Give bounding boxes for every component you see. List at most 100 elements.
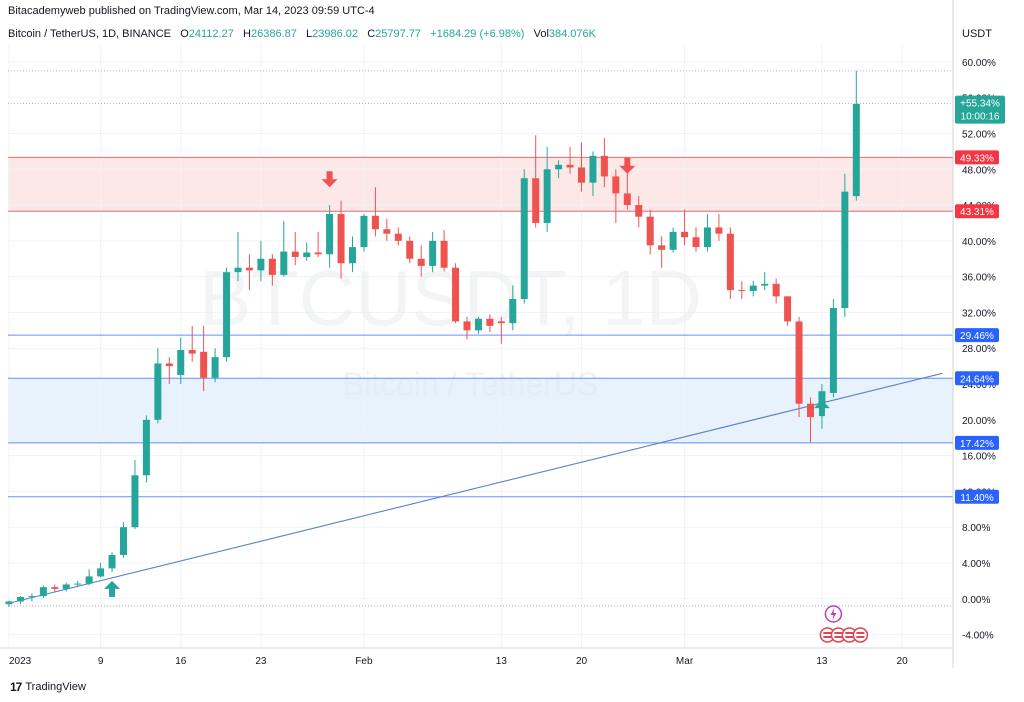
candle-body	[726, 233, 734, 291]
candle-body	[795, 321, 803, 404]
candle	[532, 135, 540, 228]
lightning-glyph-icon	[830, 608, 837, 620]
candle	[520, 169, 528, 304]
arrow-down-icon	[321, 171, 338, 188]
level-label: 17.42%	[960, 439, 994, 450]
level-label: 11.40%	[960, 493, 993, 504]
candle	[303, 242, 311, 261]
candle	[394, 227, 402, 246]
close-value: 25797.77	[375, 28, 422, 40]
candle	[578, 142, 585, 192]
candle	[543, 146, 551, 232]
candle	[177, 337, 185, 385]
candle-body	[417, 258, 425, 266]
candle	[429, 231, 437, 273]
candle	[349, 236, 356, 273]
candle-body	[566, 164, 574, 168]
currency-label: USDT	[962, 28, 992, 40]
candle-body	[406, 240, 414, 259]
candle	[245, 254, 253, 291]
candle-body	[646, 216, 654, 246]
candle-body	[314, 252, 322, 255]
candle-body	[440, 240, 448, 268]
candle	[417, 245, 425, 277]
open-label: O	[180, 28, 189, 40]
candle	[28, 593, 36, 602]
candle	[474, 316, 482, 334]
candle	[795, 316, 803, 418]
candle	[761, 272, 769, 291]
candle	[829, 299, 837, 398]
symbol-name[interactable]: Bitcoin / TetherUS, 1D, BINANCE	[8, 28, 172, 40]
candle-body	[429, 240, 437, 266]
candle	[280, 221, 288, 277]
candle-body	[51, 587, 59, 589]
high-label: H	[243, 28, 251, 40]
candle-body	[200, 351, 208, 378]
candle-body	[165, 363, 173, 367]
countdown-label: 10:00:16	[961, 112, 1000, 123]
candle-body	[211, 357, 219, 378]
arrow-down-icon	[619, 157, 636, 174]
x-tick-label: 23	[255, 656, 267, 667]
candle-body	[509, 299, 517, 324]
candle	[692, 227, 700, 252]
candle	[188, 325, 196, 362]
candle-body	[589, 155, 597, 183]
candle	[566, 146, 574, 174]
candle	[97, 562, 105, 578]
level-label-bg	[955, 150, 999, 165]
candle-body	[658, 245, 666, 250]
candle-body	[692, 237, 700, 248]
y-tick-label: 36.00%	[962, 273, 996, 284]
candle	[154, 348, 162, 424]
candle-body	[245, 267, 253, 271]
candle	[669, 227, 677, 253]
candle-body	[818, 391, 826, 407]
candle	[612, 169, 620, 223]
candle-body	[383, 229, 391, 234]
candle	[738, 281, 746, 300]
current-price-label: +55.34%	[960, 99, 1000, 110]
x-tick-label: 13	[496, 656, 508, 667]
candle-body	[852, 103, 860, 197]
candle	[200, 325, 208, 392]
level-label-bg	[955, 328, 999, 343]
candle-body	[349, 247, 356, 264]
footer-brand-text: TradingView	[25, 681, 86, 693]
candle	[841, 173, 849, 317]
candle-body	[578, 167, 585, 183]
candle	[715, 214, 723, 241]
y-tick-label: -4.00%	[962, 631, 994, 642]
candle	[360, 214, 368, 252]
candle	[623, 169, 631, 210]
y-tick-label: 20.00%	[962, 416, 996, 427]
candle-body	[371, 215, 379, 230]
footer-brand: 17 TradingView	[10, 680, 86, 694]
candle	[440, 230, 448, 272]
candle	[452, 263, 460, 324]
y-tick-label: 60.00%	[962, 58, 996, 69]
candle-body	[97, 568, 105, 577]
candle-body	[452, 267, 460, 322]
us-flag-icon	[852, 627, 869, 643]
candle	[62, 582, 70, 592]
candle-body	[234, 267, 242, 273]
candle-body	[280, 251, 288, 275]
candle	[16, 596, 24, 605]
candle-body	[74, 583, 82, 585]
volume-value: 384.076K	[548, 28, 596, 40]
candle	[337, 200, 345, 279]
candle-body	[39, 587, 47, 597]
y-tick-label: 8.00%	[962, 523, 990, 534]
candle-body	[337, 214, 345, 264]
candle	[165, 357, 173, 385]
arrow-up-icon	[104, 580, 121, 597]
candle-body	[5, 601, 13, 605]
candle	[600, 137, 608, 188]
candle-body	[555, 164, 563, 170]
candle-body	[463, 321, 471, 331]
x-tick-label: Feb	[355, 656, 373, 667]
candle-body	[108, 554, 116, 569]
